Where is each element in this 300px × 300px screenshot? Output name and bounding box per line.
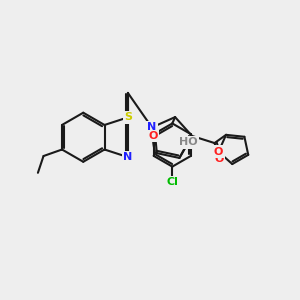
Text: Cl: Cl: [167, 177, 178, 187]
Text: O: O: [148, 131, 158, 141]
Text: N: N: [123, 152, 133, 162]
Text: O: O: [215, 154, 224, 164]
Text: S: S: [124, 112, 132, 122]
Text: O: O: [214, 147, 223, 157]
Text: HO: HO: [179, 137, 198, 147]
Text: N: N: [147, 122, 157, 132]
